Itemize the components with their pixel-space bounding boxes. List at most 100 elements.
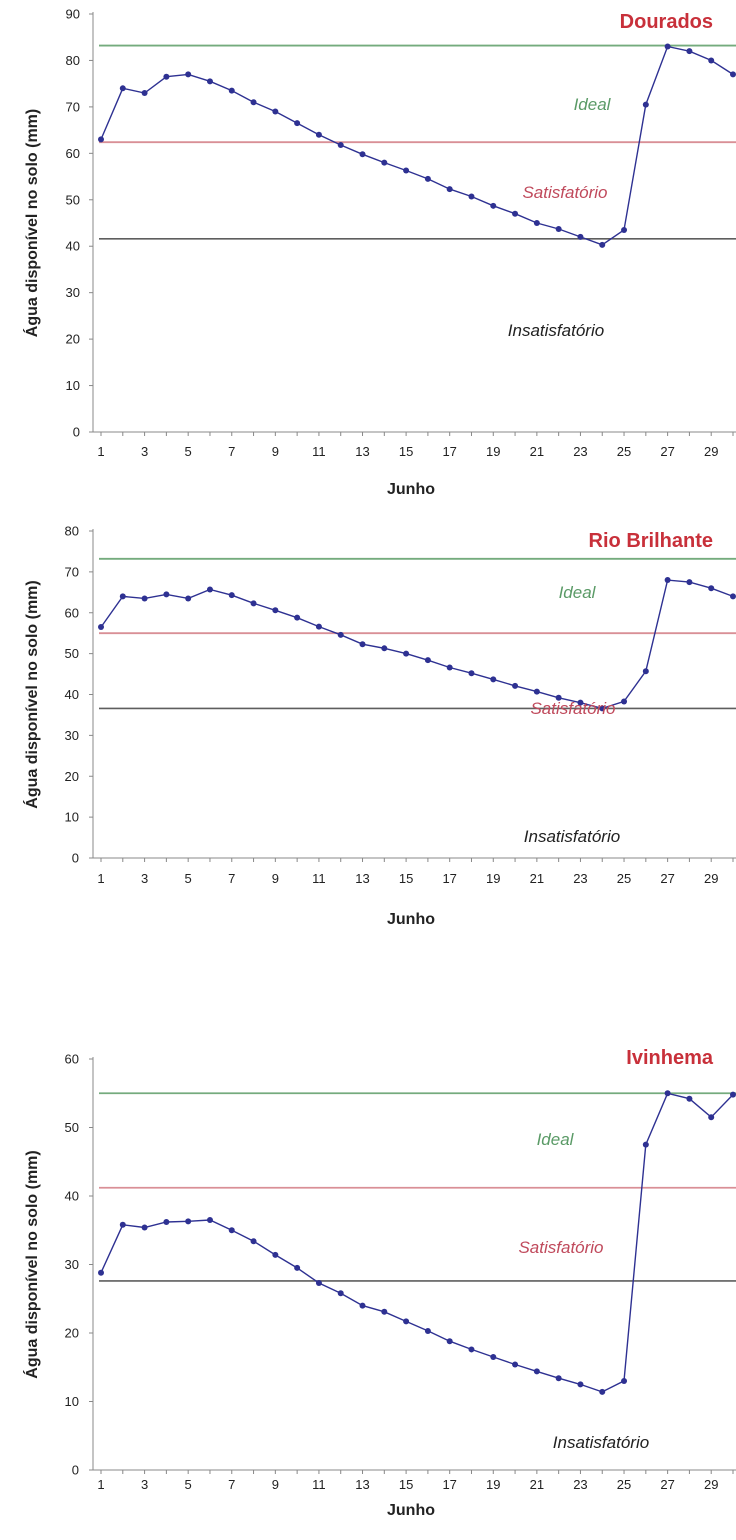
x-tick-label: 15 [399,444,413,459]
x-tick-label: 21 [530,871,544,886]
x-tick-label: 23 [573,444,587,459]
x-tick-label: 9 [272,1477,279,1492]
x-tick-label: 27 [660,1477,674,1492]
data-point [381,159,388,166]
x-tick-label: 21 [530,1477,544,1492]
data-point [664,1090,671,1097]
y-tick-label: 20 [66,332,80,347]
x-tick-label: 29 [704,1477,718,1492]
data-point [446,664,453,671]
data-point [621,226,628,233]
y-tick-label: 90 [66,7,80,22]
zone-label-insatisfatorio: Insatisfatório [524,827,620,846]
x-tick-label: 27 [660,444,674,459]
y-tick-label: 10 [66,378,80,393]
x-tick-label: 11 [312,871,326,886]
y-tick-label: 0 [72,851,79,866]
data-point [185,1218,192,1225]
data-point [468,193,475,200]
data-point [664,43,671,50]
data-point [468,1346,475,1353]
x-tick-label: 5 [185,444,192,459]
x-tick-label: 11 [312,444,326,459]
data-point [708,57,715,64]
data-point [119,593,126,600]
x-tick-label: 17 [442,1477,456,1492]
data-point [730,593,736,600]
data-point [337,631,344,638]
y-ticks: 0 10 20 30 40 50 60 70 80 90 [66,7,93,440]
data-point [599,705,606,712]
series-line [100,1092,734,1393]
x-tick-label: 3 [141,1477,148,1492]
data-point [141,89,148,96]
threshold-lines [99,1092,736,1282]
x-tick-label: 13 [355,871,369,886]
y-tick-label: 60 [66,146,80,161]
zone-label-ideal: Ideal [574,95,612,114]
data-point [555,1375,562,1382]
x-tick-label: 13 [355,444,369,459]
data-point [337,1290,344,1297]
data-point [490,1353,497,1360]
y-tick-label: 50 [65,646,79,661]
data-point [119,1221,126,1228]
x-tick-label: 29 [704,871,718,886]
data-point [294,120,301,127]
y-tick-label: 80 [66,53,80,68]
y-ticks: 0 10 20 30 40 50 60 [65,1052,93,1478]
data-point [315,623,322,630]
data-point [664,577,671,584]
data-point [315,1279,322,1286]
data-point [359,1302,366,1309]
y-ticks: 0 10 20 30 40 50 60 70 80 [65,524,93,866]
x-tick-label: 25 [617,444,631,459]
data-point [599,1388,606,1395]
y-axis-title: Água disponível no solo (mm) [22,1150,41,1378]
data-point [206,1216,213,1223]
data-point [424,1327,431,1334]
threshold-lines [99,557,736,710]
data-point [424,175,431,182]
data-point [686,579,693,586]
data-point [163,591,170,598]
x-ticks: 1 3 5 7 9 11 13 15 17 19 21 23 25 27 29 [97,858,734,886]
data-point [642,668,649,675]
data-point [533,220,540,226]
x-tick-label: 25 [617,871,631,886]
x-axis-title: Junho [387,481,435,498]
data-point [337,141,344,148]
data-point [228,1227,235,1234]
x-tick-label: 1 [97,1477,104,1492]
x-tick-label: 23 [573,1477,587,1492]
data-point [577,1381,584,1388]
y-axis-title: Água disponível no solo (mm) [22,580,41,808]
series-line [100,579,734,710]
y-tick-label: 50 [66,192,80,207]
chart-title: Rio Brilhante [589,530,713,552]
data-point [272,108,279,115]
x-tick-label: 27 [660,871,674,886]
x-tick-label: 1 [97,444,104,459]
x-tick-label: 9 [272,871,279,886]
series [98,43,736,248]
data-point [490,202,497,209]
y-tick-label: 20 [65,769,79,784]
axes [92,529,736,859]
y-tick-label: 0 [72,1463,79,1478]
zone-label-insatisfatorio: Insatisfatório [553,1433,649,1452]
data-point [294,614,301,621]
data-point [686,48,693,55]
y-tick-label: 70 [65,564,79,579]
data-point [98,136,104,143]
data-point [228,592,235,599]
data-point [577,699,584,706]
data-point [599,241,606,248]
x-ticks: 1 3 5 7 9 11 13 15 17 19 21 23 25 27 29 [97,432,734,459]
x-tick-label: 9 [272,444,279,459]
data-point [708,1114,715,1121]
x-tick-label: 19 [486,444,500,459]
data-point [250,99,257,106]
y-tick-label: 50 [65,1120,79,1135]
